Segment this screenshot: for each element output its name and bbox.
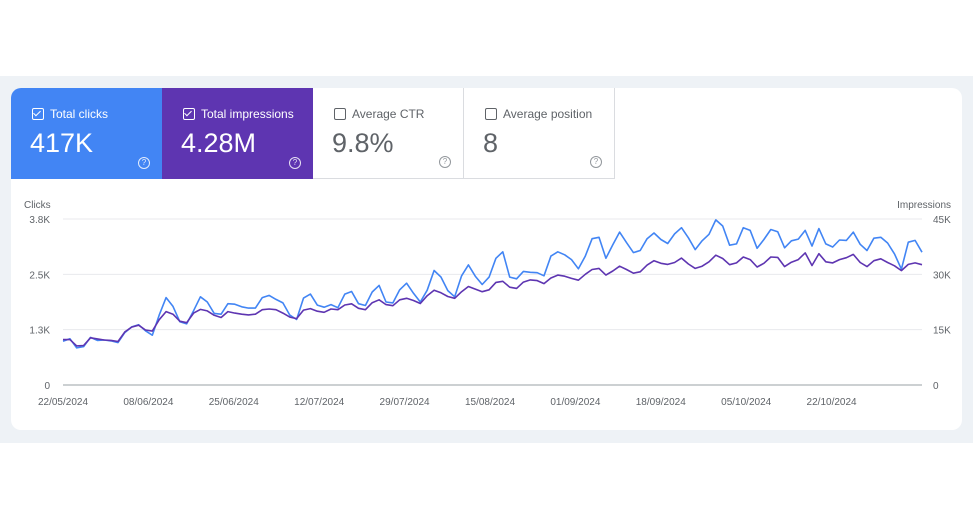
metric-label: Total impressions xyxy=(201,107,294,121)
y-right-tick-label: 30K xyxy=(933,270,951,281)
y-left-tick-label: 1.3K xyxy=(29,326,50,337)
metric-tiles: Total clicks 417K ? Total impressions 4.… xyxy=(11,88,615,179)
x-tick-label: 15/08/2024 xyxy=(465,397,515,408)
x-tick-label: 18/09/2024 xyxy=(636,397,686,408)
metric-label: Total clicks xyxy=(50,107,109,121)
x-tick-label: 12/07/2024 xyxy=(294,397,344,408)
metric-value: 9.8% xyxy=(332,128,394,158)
y-axis-right-label: Impressions xyxy=(897,200,951,211)
x-tick-label: 08/06/2024 xyxy=(123,397,173,408)
checkbox-unchecked-icon[interactable] xyxy=(485,108,497,120)
checkbox-unchecked-icon[interactable] xyxy=(334,108,346,120)
x-tick-label: 01/09/2024 xyxy=(550,397,600,408)
x-tick-label: 22/10/2024 xyxy=(807,397,857,408)
average-ctr-tile[interactable]: Average CTR 9.8% ? xyxy=(313,88,464,179)
y-right-tick-label: 0 xyxy=(933,381,939,392)
checkbox-checked-icon[interactable] xyxy=(32,108,44,120)
x-tick-label: 22/05/2024 xyxy=(38,397,88,408)
help-icon[interactable]: ? xyxy=(138,157,150,169)
impressions-series-line xyxy=(63,252,923,347)
total-clicks-tile[interactable]: Total clicks 417K ? xyxy=(11,88,162,179)
metric-value: 8 xyxy=(483,128,499,158)
metric-value: 417K xyxy=(30,128,94,158)
total-impressions-tile[interactable]: Total impressions 4.28M ? xyxy=(162,88,313,179)
performance-card: Total clicks 417K ? Total impressions 4.… xyxy=(11,88,962,430)
metric-value: 4.28M xyxy=(181,128,257,158)
y-left-tick-label: 3.8K xyxy=(29,215,50,226)
x-tick-label: 05/10/2024 xyxy=(721,397,771,408)
y-left-tick-label: 0 xyxy=(44,381,50,392)
y-right-tick-label: 45K xyxy=(933,215,951,226)
x-tick-label: 25/06/2024 xyxy=(209,397,259,408)
help-icon[interactable]: ? xyxy=(590,156,602,168)
help-icon[interactable]: ? xyxy=(289,157,301,169)
average-position-tile[interactable]: Average position 8 ? xyxy=(464,88,615,179)
metric-label: Average CTR xyxy=(352,107,425,121)
performance-chart[interactable]: Clicks Impressions 3.8K 45K 2.5K 30K 1.3K 15K… xyxy=(11,88,962,430)
y-right-tick-label: 15K xyxy=(933,326,951,337)
checkbox-checked-icon[interactable] xyxy=(183,108,195,120)
metric-label: Average position xyxy=(503,107,593,121)
y-axis-left-label: Clicks xyxy=(24,200,51,211)
help-icon[interactable]: ? xyxy=(439,156,451,168)
x-tick-label: 29/07/2024 xyxy=(380,397,430,408)
clicks-series-line xyxy=(62,219,923,349)
y-left-tick-label: 2.5K xyxy=(29,270,50,281)
